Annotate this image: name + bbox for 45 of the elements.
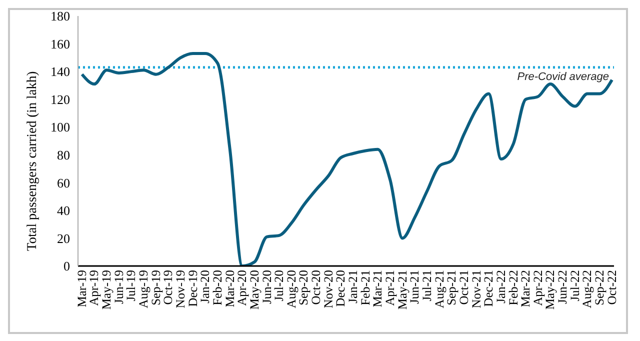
x-tick-label: Apr-19 bbox=[87, 270, 102, 306]
y-tick-label: 180 bbox=[50, 8, 70, 24]
x-tick-label: Apr-22 bbox=[530, 270, 545, 306]
x-tick-label: Aug-19 bbox=[136, 270, 151, 308]
y-axis-title: Total passengers carried (in lakh) bbox=[24, 71, 39, 251]
x-tick-label: Feb-20 bbox=[210, 270, 224, 306]
x-tick-label: Apr-21 bbox=[383, 270, 398, 306]
x-tick-label: Mar-22 bbox=[518, 270, 533, 308]
y-tick-label: 80 bbox=[57, 148, 70, 163]
x-tick-label: Jan-20 bbox=[198, 270, 212, 304]
x-tick-label: Jul-19 bbox=[124, 270, 138, 302]
x-tick-label: Apr-20 bbox=[235, 270, 250, 306]
x-tick-label: Aug-21 bbox=[432, 270, 446, 308]
x-tick-label: Jul-22 bbox=[568, 270, 582, 302]
x-tick-label: Mar-20 bbox=[222, 270, 237, 308]
y-tick-label: 0 bbox=[64, 258, 70, 274]
x-tick-label: Nov-20 bbox=[321, 270, 336, 308]
y-tick-label: 40 bbox=[57, 203, 70, 218]
x-tick-label: Feb-21 bbox=[358, 270, 372, 306]
x-tick-label: Mar-19 bbox=[74, 270, 89, 308]
y-tick-label: 20 bbox=[57, 230, 70, 246]
y-tick-label: 160 bbox=[50, 36, 70, 52]
x-tick-label: Nov-21 bbox=[469, 270, 484, 308]
x-tick-label: Aug-20 bbox=[284, 270, 298, 308]
x-tick-label: Dec-21 bbox=[482, 270, 496, 307]
x-tick-label: Oct-20 bbox=[309, 270, 324, 305]
x-tick-label: Sep-22 bbox=[592, 270, 607, 306]
y-tick-label: 140 bbox=[50, 64, 70, 80]
x-tick-label: Jan-21 bbox=[346, 270, 360, 304]
x-tick-label: Dec-20 bbox=[334, 270, 348, 307]
x-tick-label: Feb-22 bbox=[506, 270, 520, 306]
x-tick-label: Dec-19 bbox=[186, 270, 200, 307]
x-tick-label: May-19 bbox=[100, 270, 114, 310]
y-tick-label: 60 bbox=[57, 175, 70, 190]
x-tick-label: Aug-22 bbox=[580, 270, 594, 308]
ref-line-label: Pre-Covid average bbox=[517, 71, 609, 84]
y-tick-label: 120 bbox=[50, 92, 70, 107]
x-tick-label: Jul-20 bbox=[272, 270, 286, 302]
x-tick-label: Jun-22 bbox=[556, 270, 570, 304]
y-tick-label: 100 bbox=[50, 120, 70, 135]
x-tick-label: Jul-21 bbox=[420, 270, 434, 302]
line-series bbox=[80, 52, 614, 266]
x-tick-label: Mar-21 bbox=[370, 270, 385, 308]
x-tick-label: Nov-19 bbox=[173, 270, 188, 308]
x-tick-label: Jan-22 bbox=[494, 270, 508, 304]
